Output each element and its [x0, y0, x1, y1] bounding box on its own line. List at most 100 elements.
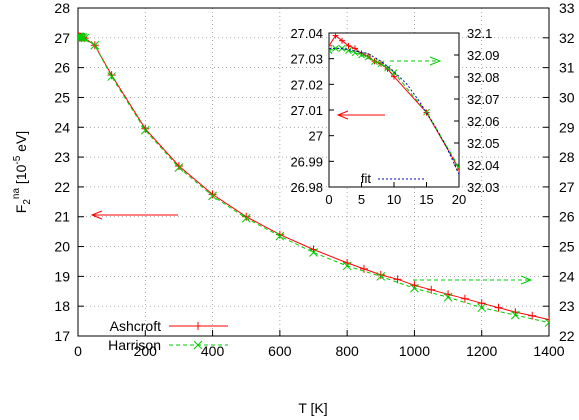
inset-data-point-ashcroft — [345, 42, 352, 49]
y-tick-label: 25 — [54, 89, 70, 105]
inset-data-point-ashcroft — [352, 45, 358, 52]
data-point-harrison — [309, 248, 318, 257]
data-point-ashcroft — [427, 285, 436, 294]
inset-arrow-right-axis — [390, 56, 442, 66]
main-y-axis: 17 18 19 20 21 22 23 24 25 26 27 28 — [54, 0, 84, 344]
inset-x-axis: 0 5 10 15 20 — [325, 182, 466, 207]
x-tick-label: 600 — [268, 343, 292, 359]
data-point-harrison — [174, 163, 184, 172]
arrow-left-axis — [90, 210, 178, 220]
data-point-ashcroft — [359, 264, 368, 273]
inset-legend: fit — [361, 171, 424, 186]
data-point-harrison — [78, 32, 86, 42]
y-tick-label: 17 — [54, 328, 70, 344]
y-axis-label-sup: na — [11, 188, 22, 200]
data-point-harrison — [78, 33, 88, 42]
y-axis-label-unit: eV] — [13, 131, 29, 156]
y-axis-label-rest: [10 — [13, 164, 29, 188]
inset-data-point-harrison — [384, 64, 391, 72]
inset-legend-label-fit: fit — [361, 171, 372, 186]
main-legend: Ashcroft Harrison — [108, 318, 228, 353]
inset-y2-tick-label: 32.1 — [467, 26, 492, 41]
y2-tick-label: 27 — [559, 179, 575, 195]
inset-data-point-harrison — [364, 53, 372, 61]
inset-y-tick-label: 26.98 — [290, 180, 323, 195]
inset-y-tick-label: 27.02 — [290, 77, 323, 92]
data-point-ashcroft — [107, 71, 116, 80]
inset-y2-tick-label: 32.03 — [467, 180, 500, 195]
inset-x-tick-label: 10 — [387, 192, 401, 207]
inset-y2-tick-label: 32.05 — [467, 136, 500, 151]
inset-y-axis: 26.98 26.99 27 27.01 27.02 27.03 27.04 — [290, 26, 334, 195]
y-axis-label-sub: 2 — [22, 199, 33, 205]
y2-tick-label: 28 — [559, 149, 575, 165]
x-tick-label: 200 — [134, 343, 158, 359]
data-point-ashcroft — [477, 299, 486, 308]
main-series — [78, 32, 549, 327]
inset-data-point-harrison — [358, 51, 365, 59]
inset-y2-tick-label: 32.06 — [467, 114, 500, 129]
inset-data-point-ashcroft — [384, 65, 391, 72]
y-tick-label: 26 — [54, 60, 70, 76]
data-point-harrison — [376, 272, 386, 281]
inset-y-tick-label: 27 — [309, 129, 323, 144]
inset-data-point-ashcroft — [339, 37, 345, 44]
y2-tick-label: 32 — [559, 30, 575, 46]
main-frame-rect — [77, 7, 550, 337]
inset-arrow-left-axis — [336, 110, 385, 120]
y2-tick-label: 31 — [559, 60, 575, 76]
y-tick-label: 18 — [54, 298, 70, 314]
main-plot-frame — [77, 7, 550, 337]
y-tick-label: 28 — [54, 0, 70, 16]
inset-y-tick-label: 27.01 — [290, 103, 323, 118]
x-tick-label: 1400 — [533, 343, 564, 359]
x-tick-label: 1000 — [399, 343, 430, 359]
inset-y2-axis: 32.03 32.04 32.05 32.06 32.07 32.08 32.09 32.1 — [454, 26, 500, 195]
inset-y2-tick-label: 32.07 — [467, 92, 500, 107]
x-tick-label: 800 — [335, 343, 359, 359]
arrow-right-axis — [413, 275, 533, 285]
inset-y2-tick-label: 32.04 — [467, 158, 500, 173]
inset-data-point-harrison — [390, 69, 398, 76]
data-point-harrison — [80, 33, 90, 43]
data-point-harrison — [107, 72, 116, 81]
inset-y-tick-label: 26.99 — [290, 154, 323, 169]
legend-marker-harrison — [193, 340, 203, 350]
y-tick-label: 20 — [54, 239, 70, 255]
y-tick-label: 19 — [54, 268, 70, 284]
inset-data-point-ashcroft — [329, 42, 332, 49]
data-point-harrison — [544, 318, 549, 327]
y-tick-label: 24 — [54, 119, 70, 135]
y-tick-label: 27 — [54, 30, 70, 46]
data-point-harrison — [275, 231, 285, 241]
inset-x-tick-label: 20 — [452, 192, 466, 207]
data-point-ashcroft — [174, 162, 183, 171]
inset-y2-tick-label: 32.09 — [467, 48, 500, 63]
y2-tick-label: 23 — [559, 298, 575, 314]
inset-arrows — [336, 56, 442, 120]
inset-data-point-harrison — [332, 45, 339, 52]
data-point-ashcroft — [528, 311, 537, 320]
y2-tick-label: 25 — [559, 239, 575, 255]
data-point-ashcroft — [460, 294, 469, 303]
data-point-harrison — [241, 213, 251, 223]
legend-marker-ashcroft — [194, 322, 202, 330]
x-axis-label: T [K] — [298, 400, 327, 416]
data-point-ashcroft — [141, 124, 150, 133]
y-axis-label-exp: -5 — [12, 155, 23, 164]
inset-data-point-harrison — [377, 60, 385, 68]
inset-x-tick-label: 15 — [419, 192, 433, 207]
inset-y2-tick-label: 32.08 — [467, 70, 500, 85]
y2-tick-label: 30 — [559, 89, 575, 105]
y2-tick-label: 33 — [559, 0, 575, 16]
inset-y-tick-label: 27.04 — [290, 26, 323, 41]
y-tick-label: 22 — [54, 179, 70, 195]
y2-tick-label: 24 — [559, 268, 575, 284]
data-point-harrison — [342, 261, 352, 271]
inset-data-point-ashcroft — [391, 73, 397, 80]
x-tick-label: 1200 — [466, 343, 497, 359]
y-tick-label: 21 — [54, 209, 70, 225]
y2-tick-label: 22 — [559, 328, 575, 344]
inset-series — [329, 33, 459, 175]
inset-data-point-ashcroft — [332, 33, 339, 39]
